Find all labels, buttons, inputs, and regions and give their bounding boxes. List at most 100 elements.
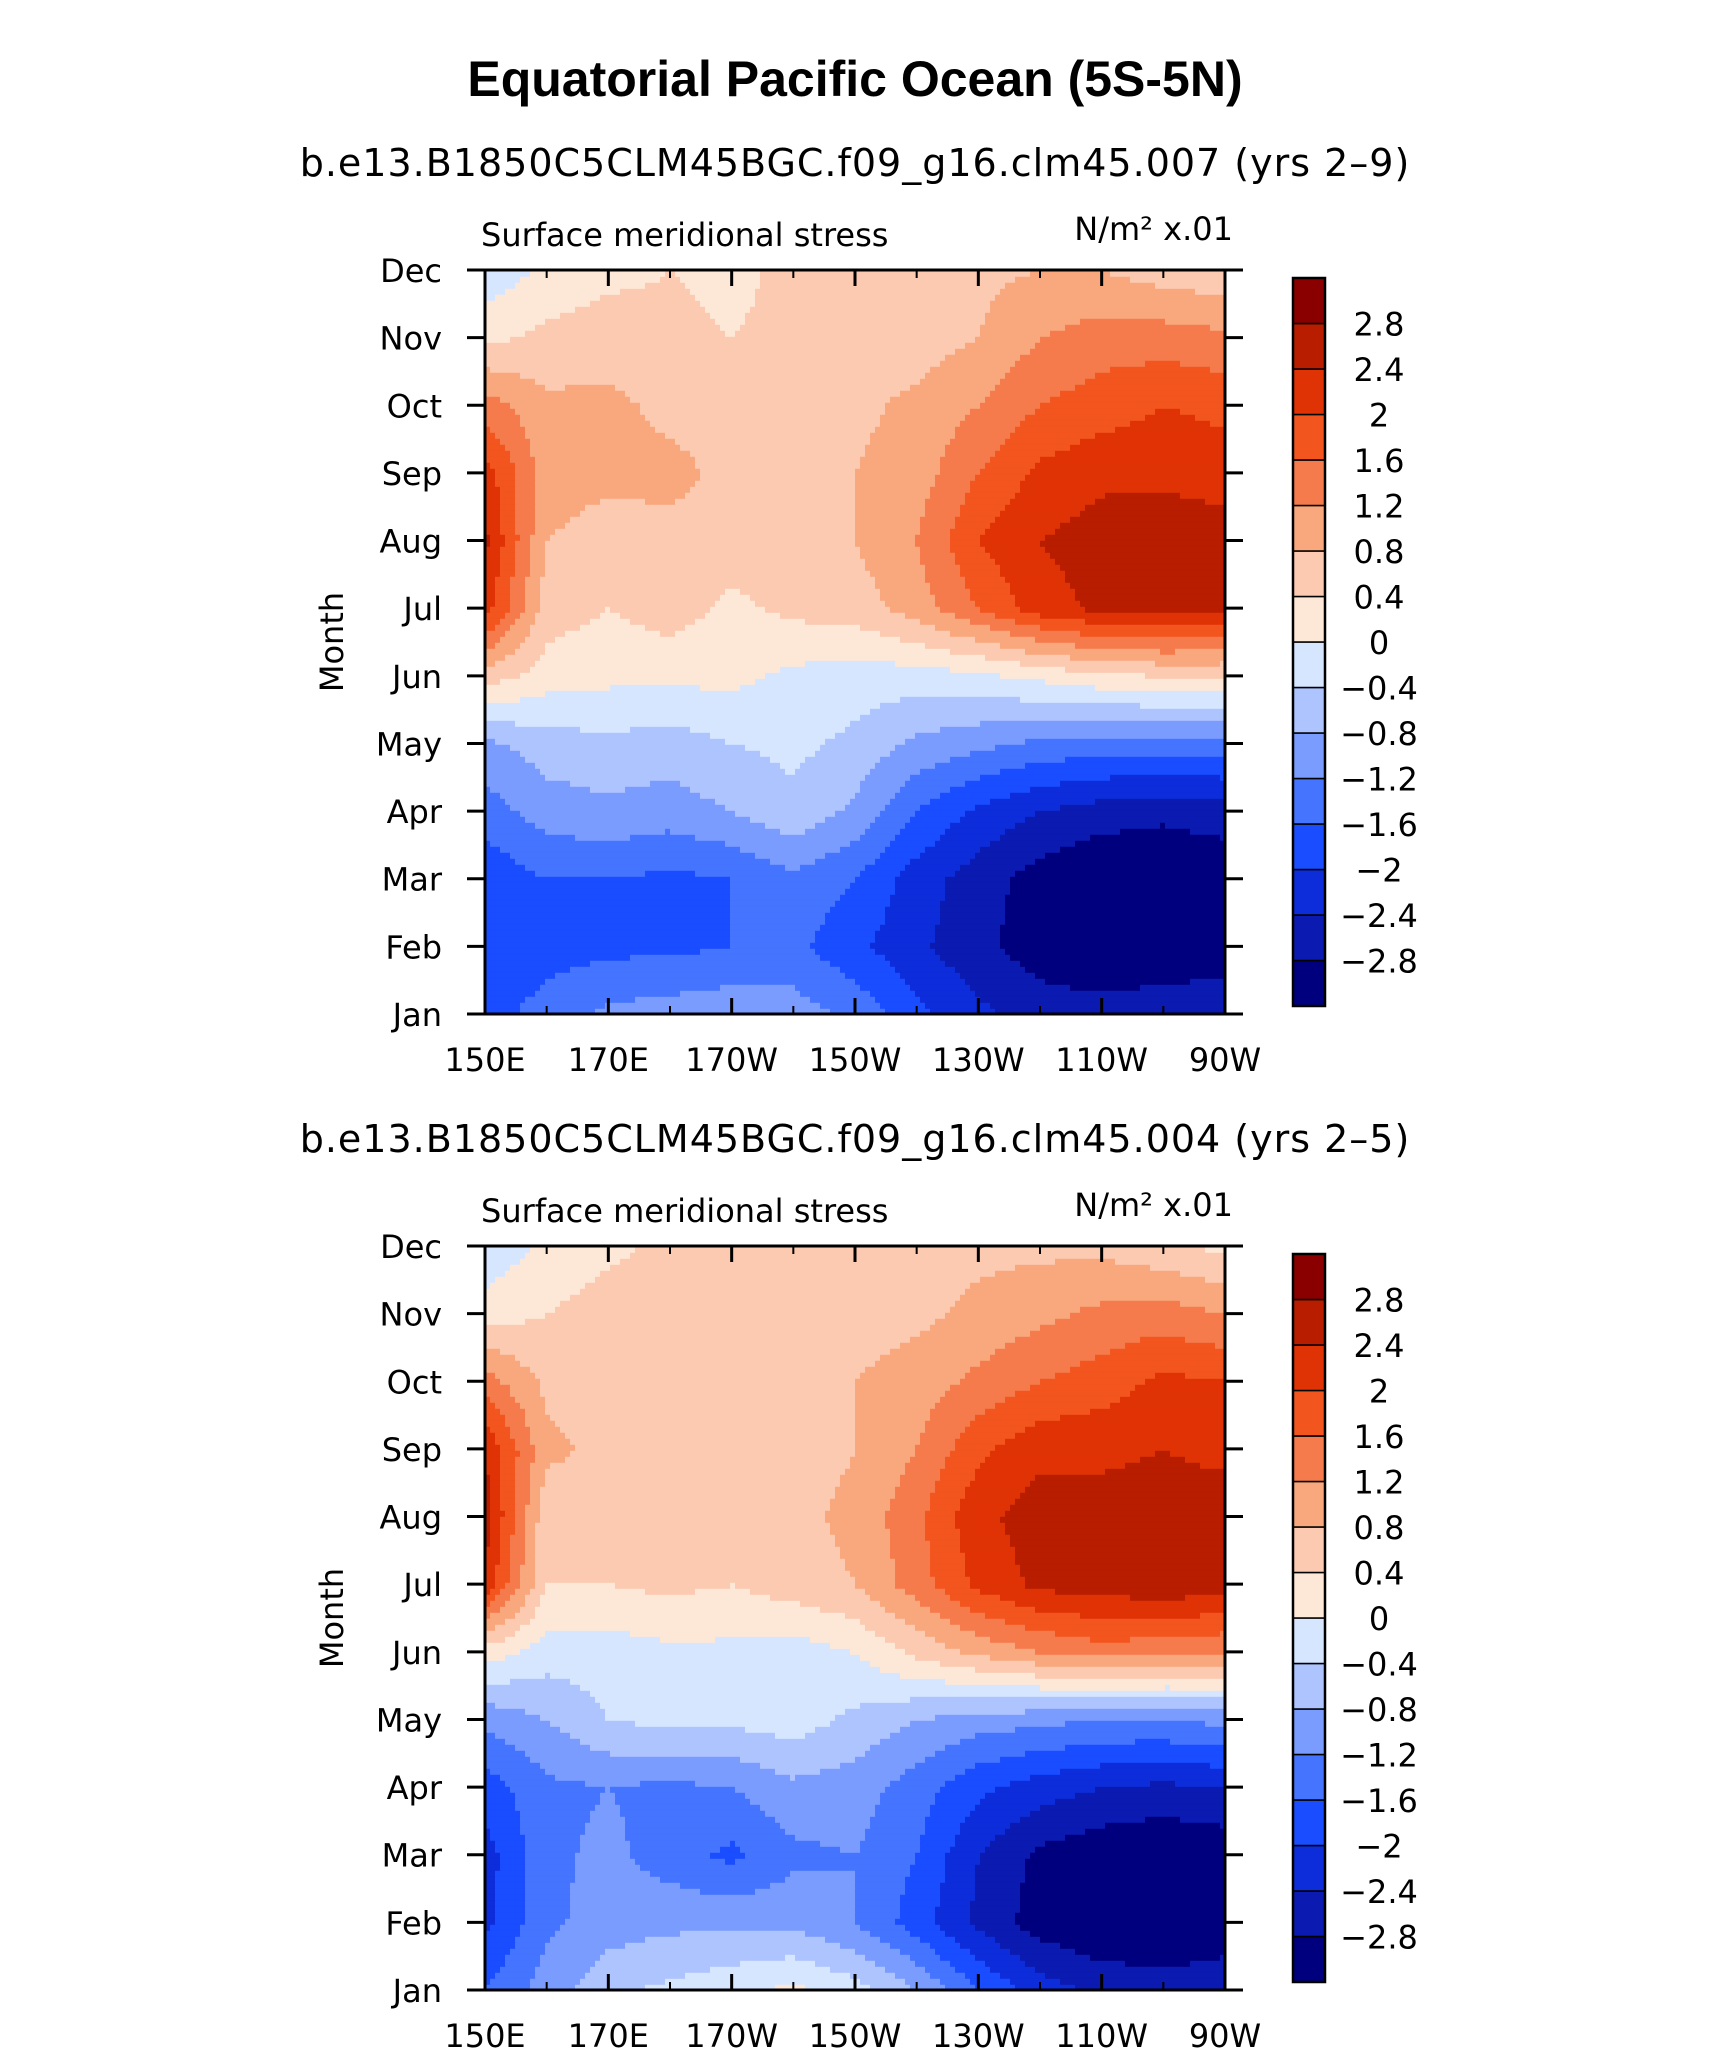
contour-cell: [770, 858, 816, 865]
contour-cell: [1030, 786, 1225, 793]
contour-cell: [570, 1888, 701, 1895]
contour-cell: [880, 630, 951, 637]
contour-cell: [490, 1522, 501, 1529]
contour-cell: [525, 1534, 536, 1541]
contour-cell: [965, 1564, 1021, 1571]
contour-cell: [835, 1714, 936, 1721]
contour-cell: [965, 498, 1011, 505]
contour-cell: [855, 1432, 921, 1439]
contour-cell: [680, 276, 761, 283]
contour-cell: [485, 564, 501, 571]
contour-cell: [1010, 882, 1225, 889]
contour-cell: [545, 1474, 841, 1481]
contour-cell: [545, 546, 861, 553]
contour-cell: [935, 480, 971, 487]
contour-cell: [975, 1630, 1056, 1637]
contour-cell: [975, 1468, 1106, 1475]
contour-cell: [575, 1444, 856, 1451]
contour-cell: [640, 402, 886, 409]
contour-cell: [625, 1834, 796, 1841]
contour-cell: [980, 1588, 1056, 1595]
contour-cell: [940, 954, 1011, 961]
contour-cell: [770, 1882, 856, 1889]
colorbar-label: 0.8: [1354, 533, 1405, 571]
contour-cell: [485, 738, 496, 745]
contour-cell: [1010, 588, 1076, 595]
contour-cell: [955, 426, 1016, 433]
contour-cell: [800, 1600, 881, 1607]
contour-cell: [940, 468, 981, 475]
contour-cell: [610, 606, 711, 613]
contour-cell: [1000, 1594, 1131, 1601]
contour-cell: [1020, 1492, 1225, 1499]
contour-cell: [950, 822, 1016, 829]
colorbar-label: 1.2: [1354, 1464, 1405, 1502]
contour-cell: [815, 1960, 876, 1967]
contour-cell: [550, 1414, 856, 1421]
contour-cell: [1180, 408, 1225, 415]
contour-cell: [485, 1480, 491, 1487]
contour-cell: [850, 798, 891, 805]
contour-cell: [700, 468, 856, 475]
contour-cell: [525, 816, 751, 823]
contour-cell: [1095, 372, 1225, 379]
contour-cell: [855, 522, 921, 529]
contour-cell: [940, 1786, 996, 1793]
contour-cell: [595, 1696, 911, 1703]
contour-cell: [485, 702, 881, 709]
contour-cell: [485, 1846, 496, 1853]
contour-cell: [1030, 1930, 1225, 1937]
contour-cell: [1005, 1618, 1225, 1625]
contour-cell: [1210, 366, 1225, 373]
contour-cell: [1000, 1516, 1225, 1523]
contour-cell: [985, 1456, 1141, 1463]
contour-cell: [1005, 1342, 1126, 1349]
contour-cell: [980, 1360, 1081, 1367]
contour-cell: [485, 1780, 506, 1787]
contour-cell: [485, 1756, 531, 1763]
contour-cell: [485, 330, 526, 337]
contour-cell: [910, 1864, 946, 1871]
contour-cell: [1030, 468, 1225, 475]
contour-cell: [485, 396, 501, 403]
contour-cell: [490, 1978, 531, 1985]
contour-cell: [485, 1498, 491, 1505]
contour-cell: [530, 546, 546, 553]
contour-cell: [1130, 1390, 1225, 1397]
colorbar-box: [1292, 1753, 1326, 1801]
contour-cell: [1070, 1366, 1225, 1373]
contour-cell: [485, 1852, 501, 1859]
contour-cell: [920, 1438, 956, 1445]
contour-cell: [870, 1984, 911, 1990]
contour-cell: [1020, 486, 1225, 493]
contour-cell: [830, 1008, 886, 1014]
contour-cell: [485, 288, 506, 295]
contour-cell: [630, 954, 821, 961]
contour-cell: [650, 1870, 791, 1877]
contour-cell: [640, 408, 886, 415]
contour-cell: [485, 522, 501, 529]
contour-cell: [1055, 1318, 1225, 1325]
contour-cell: [1035, 1420, 1225, 1427]
contour-cell: [485, 420, 521, 427]
contour-cell: [650, 780, 681, 787]
contour-cell: [485, 1432, 496, 1439]
contour-cell: [960, 1540, 1011, 1547]
contour-cell: [855, 1756, 926, 1763]
contour-cell: [525, 1504, 541, 1511]
contour-cell: [730, 930, 816, 937]
contour-cell: [1020, 420, 1131, 427]
contour-cell: [945, 1984, 976, 1990]
contour-cell: [1000, 936, 1225, 943]
contour-cell: [575, 1858, 636, 1865]
contour-cell: [525, 1522, 536, 1529]
contour-cell: [1040, 624, 1225, 631]
contour-cell: [525, 594, 541, 601]
contour-cell: [530, 564, 546, 571]
contour-cell: [900, 828, 946, 835]
contour-cell: [615, 384, 911, 391]
contour-cell: [490, 1600, 506, 1607]
contour-cell: [835, 1486, 896, 1493]
contour-cell: [890, 798, 931, 805]
contour-cell: [815, 822, 871, 829]
